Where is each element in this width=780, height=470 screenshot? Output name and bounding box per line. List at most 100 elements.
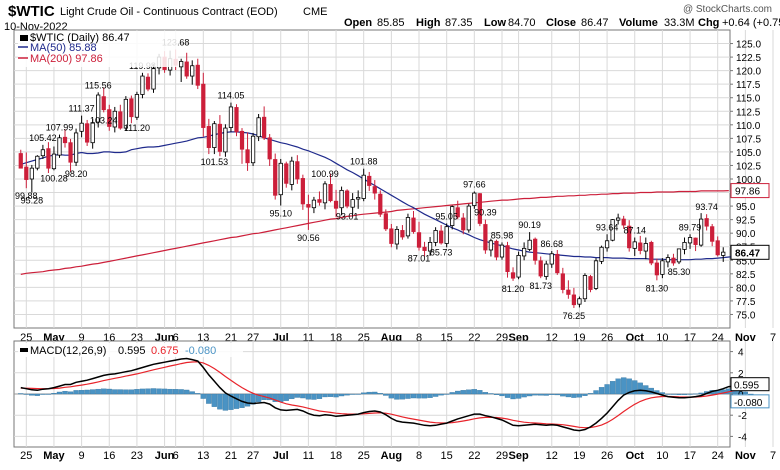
candle-up	[643, 243, 648, 252]
candle-down	[422, 246, 427, 251]
macd-histogram-bar	[161, 388, 168, 395]
macd-histogram-bar	[692, 393, 699, 395]
candle-down	[262, 116, 267, 139]
macd-histogram-bar	[156, 388, 162, 395]
macd-x-tick-label: 15	[441, 450, 453, 462]
candle-down	[46, 148, 51, 169]
candle-down	[638, 242, 643, 251]
macd-histogram-bar	[145, 388, 151, 395]
candle-up	[405, 217, 411, 237]
macd-histogram-bar	[78, 390, 85, 395]
candle-up	[698, 218, 704, 246]
candle-up	[544, 263, 549, 277]
macd-x-tick-label: 18	[330, 450, 342, 462]
macd-badge-bg	[730, 394, 770, 409]
candle-up	[632, 241, 637, 249]
macd-histogram-bar	[278, 393, 284, 402]
candle-down	[24, 166, 29, 180]
symbol-description: Light Crude Oil - Continuous Contract (E…	[60, 6, 278, 18]
macd-y-tick-label: 4	[738, 348, 744, 359]
macd-x-tick-label: Jul	[273, 450, 289, 462]
candle-up	[322, 183, 328, 204]
legend-ma200: MA(200) 97.86	[30, 53, 103, 65]
macd-histogram-bar	[189, 391, 195, 395]
candle-up	[179, 61, 184, 68]
low-label: Low	[484, 17, 506, 29]
macd-histogram-bar	[515, 393, 522, 399]
price-annotation: 89.79	[679, 222, 702, 232]
candle-up	[256, 117, 261, 138]
macd-histogram-bar	[449, 392, 455, 395]
macd-histogram-bar	[676, 393, 682, 395]
candle-up	[676, 248, 682, 263]
candle-up	[151, 68, 156, 90]
macd-histogram-bar	[510, 393, 516, 400]
macd-histogram-bar	[632, 380, 638, 395]
exchange-label: CME	[303, 6, 327, 18]
macd-x-tick-label: 11	[303, 450, 314, 462]
macd-histogram-bar	[300, 393, 306, 399]
price-annotation: 81.20	[502, 284, 525, 294]
macd-histogram-bar	[504, 393, 511, 398]
candle-down	[654, 262, 659, 276]
macd-histogram-bar	[139, 388, 146, 395]
candle-down	[671, 257, 676, 264]
candle-up	[616, 217, 621, 221]
candle-down	[284, 163, 289, 184]
macd-histogram-bar	[399, 393, 406, 400]
legend-macd-name: MACD(12,26,9)	[30, 345, 106, 357]
ma50-line	[20, 131, 740, 261]
macd-histogram-bar	[377, 393, 383, 395]
candle-down	[300, 178, 305, 205]
macd-x-tick-label: 12	[546, 450, 558, 462]
candle-up	[134, 94, 140, 118]
macd-histogram-bar	[427, 393, 433, 398]
macd-histogram-bar	[67, 391, 74, 395]
high-value: 87.35	[445, 17, 473, 29]
macd-histogram-bar	[543, 393, 549, 396]
price-y-tick-label: 95.0	[736, 202, 756, 213]
candle-up	[433, 230, 438, 243]
candle-down	[383, 213, 388, 230]
price-annotation: 111.37	[69, 104, 95, 114]
candle-down	[477, 193, 482, 224]
macd-histogram-bar	[327, 393, 334, 397]
macd-histogram-bar	[742, 391, 748, 395]
last-value-badge-bg	[730, 244, 770, 260]
candle-down	[389, 228, 394, 244]
candle-down	[411, 217, 416, 232]
legend-price: $WTIC (Daily) 86.47	[30, 32, 130, 44]
price-y-tick-label: 112.5	[736, 107, 761, 118]
macd-x-tick-label: 9	[79, 450, 85, 462]
macd-histogram-bar	[565, 393, 571, 398]
macd-histogram-bar	[626, 378, 632, 395]
low-value: 84.70	[508, 17, 536, 29]
candle-up	[356, 197, 361, 200]
macd-histogram-bar	[444, 393, 450, 395]
macd-histogram-bar	[200, 393, 206, 399]
candle-down	[68, 142, 73, 163]
candle-down	[378, 193, 383, 215]
price-y-tick-label: 100.0	[736, 175, 761, 186]
macd-histogram-bar	[123, 389, 129, 395]
macd-x-tick-label: 17	[684, 450, 696, 462]
macd-histogram-bar	[659, 392, 666, 395]
candle-down	[627, 225, 632, 249]
candle-up	[361, 174, 366, 199]
macd-histogram-bar	[56, 391, 63, 395]
candle-up	[350, 199, 355, 208]
candle-down	[704, 218, 709, 227]
candle-down	[416, 232, 422, 248]
macd-histogram-bar	[106, 388, 112, 395]
x-tick-label: 6	[173, 332, 179, 344]
candle-up	[549, 253, 554, 265]
candle-down	[693, 237, 698, 245]
candle-up	[682, 241, 687, 250]
macd-histogram-bar	[366, 391, 372, 395]
macd-histogram-bar	[228, 393, 234, 410]
candle-down	[566, 289, 571, 295]
candle-up	[190, 65, 195, 77]
chg-value: +0.64 (+0.75%)	[722, 17, 780, 29]
macd-histogram-bar	[416, 393, 422, 399]
price-annotation: 87.14	[623, 226, 646, 236]
